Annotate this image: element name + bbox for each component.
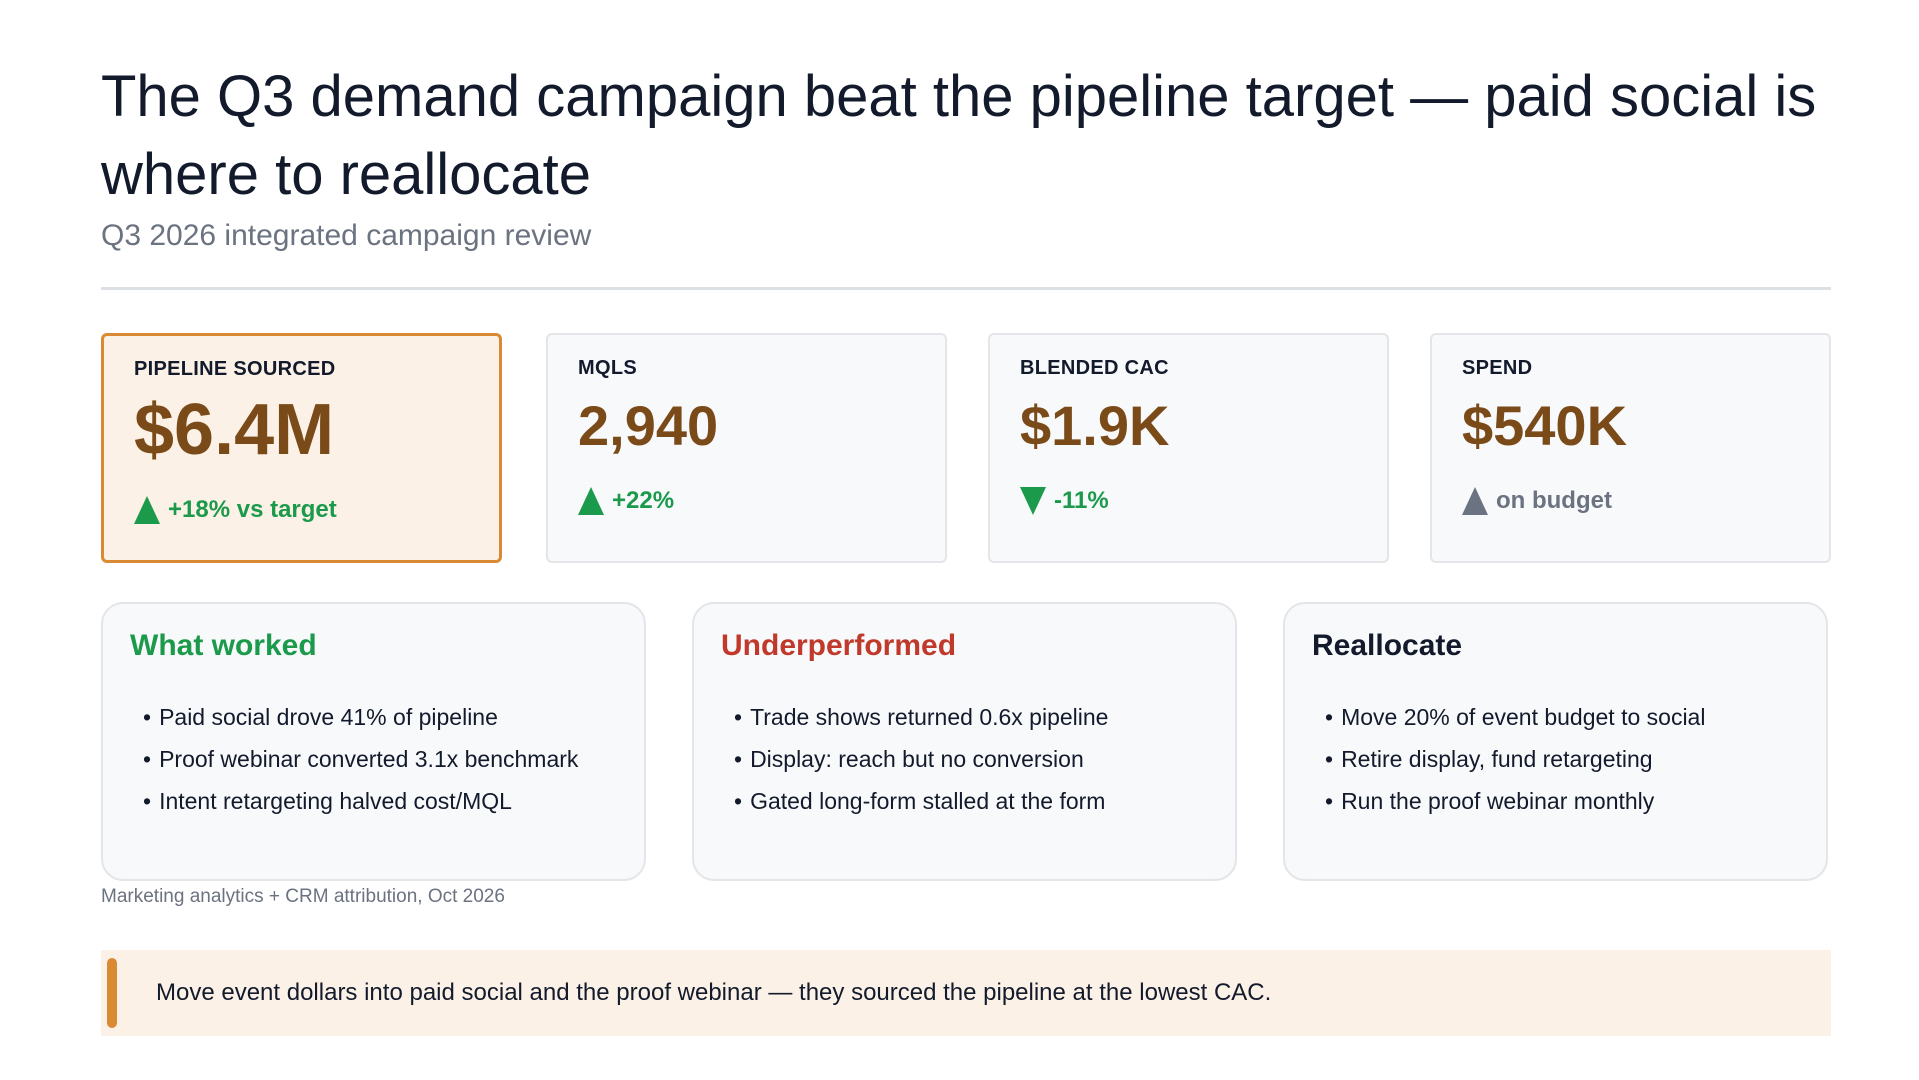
card-list: Trade shows returned 0.6x pipeline Displ…: [734, 696, 1108, 822]
kpi-card-pipeline-sourced: PIPELINE SOURCED $6.4M +18% vs target: [101, 333, 502, 563]
kpi-delta: +22%: [578, 487, 674, 515]
kpi-label: BLENDED CAC: [1020, 357, 1169, 379]
callout-text: Move event dollars into paid social and …: [156, 979, 1272, 1006]
triangle-up-icon: [578, 487, 604, 515]
list-item: Move 20% of event budget to social: [1325, 696, 1705, 738]
triangle-up-icon: [1462, 487, 1488, 515]
kpi-label: PIPELINE SOURCED: [134, 358, 336, 380]
list-item: Retire display, fund retargeting: [1325, 738, 1705, 780]
kpi-delta-text: +18% vs target: [168, 496, 337, 523]
list-item: Run the proof webinar monthly: [1325, 780, 1705, 822]
page-title: The Q3 demand campaign beat the pipeline…: [101, 64, 1817, 207]
kpi-delta: on budget: [1462, 487, 1612, 515]
list-item: Paid social drove 41% of pipeline: [143, 696, 578, 738]
kpi-card-blended-cac: BLENDED CAC $1.9K -11%: [988, 333, 1389, 563]
kpi-delta: -11%: [1020, 487, 1109, 515]
triangle-down-icon: [1020, 487, 1046, 515]
kpi-label: SPEND: [1462, 357, 1533, 379]
list-item: Display: reach but no conversion: [734, 738, 1108, 780]
callout-box: Move event dollars into paid social and …: [101, 950, 1831, 1036]
card-reallocate: Reallocate Move 20% of event budget to s…: [1283, 602, 1828, 881]
kpi-delta-text: +22%: [612, 487, 675, 514]
source-note: Marketing analytics + CRM attribution, O…: [101, 886, 505, 907]
card-title: Reallocate: [1312, 629, 1463, 662]
kpi-delta-text: -11%: [1054, 487, 1109, 514]
kpi-card-spend: SPEND $540K on budget: [1430, 333, 1831, 563]
triangle-up-icon: [134, 496, 160, 524]
kpi-delta-text: on budget: [1496, 487, 1612, 514]
kpi-card-mqls: MQLS 2,940 +22%: [546, 333, 947, 563]
card-underperformed: Underperformed Trade shows returned 0.6x…: [692, 602, 1237, 881]
callout-accent-bar: [107, 958, 117, 1028]
kpi-label: MQLS: [578, 357, 637, 379]
kpi-value: 2,940: [578, 394, 719, 457]
page-subtitle: Q3 2026 integrated campaign review: [101, 219, 592, 252]
list-item: Proof webinar converted 3.1x benchmark: [143, 738, 578, 780]
kpi-value: $1.9K: [1020, 394, 1170, 457]
kpi-value: $6.4M: [134, 390, 335, 470]
list-item: Trade shows returned 0.6x pipeline: [734, 696, 1108, 738]
card-list: Paid social drove 41% of pipeline Proof …: [143, 696, 578, 822]
card-what-worked: What worked Paid social drove 41% of pip…: [101, 602, 646, 881]
kpi-delta: +18% vs target: [134, 496, 337, 524]
list-item: Intent retargeting halved cost/MQL: [143, 780, 578, 822]
card-title: Underperformed: [721, 629, 957, 662]
card-list: Move 20% of event budget to social Retir…: [1325, 696, 1705, 822]
list-item: Gated long-form stalled at the form: [734, 780, 1108, 822]
header-divider: [101, 287, 1831, 290]
kpi-value: $540K: [1462, 394, 1628, 457]
card-title: What worked: [130, 629, 317, 662]
